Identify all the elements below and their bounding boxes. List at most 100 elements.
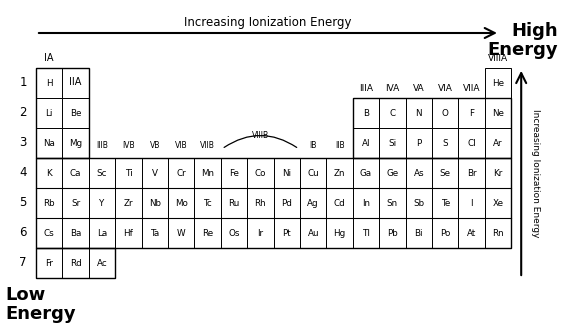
- Text: W: W: [177, 229, 185, 238]
- Text: Mn: Mn: [201, 169, 214, 177]
- Text: Co: Co: [255, 169, 266, 177]
- Text: Au: Au: [308, 229, 319, 238]
- Text: Cl: Cl: [467, 139, 476, 147]
- Bar: [36, 248, 62, 278]
- Text: Cs: Cs: [44, 229, 54, 238]
- Text: Sc: Sc: [97, 169, 108, 177]
- Text: VIA: VIA: [438, 84, 452, 93]
- Bar: [432, 188, 458, 218]
- Text: Ac: Ac: [97, 259, 108, 268]
- Text: Cr: Cr: [176, 169, 186, 177]
- Bar: [458, 188, 485, 218]
- Text: 2: 2: [19, 107, 27, 120]
- Bar: [62, 248, 89, 278]
- Text: VIIIB: VIIIB: [252, 131, 269, 140]
- Text: Rh: Rh: [255, 199, 266, 208]
- Text: IIB: IIB: [335, 141, 344, 150]
- Text: 4: 4: [19, 167, 27, 180]
- Text: Ag: Ag: [307, 199, 319, 208]
- Bar: [353, 98, 379, 128]
- Bar: [62, 98, 89, 128]
- Text: Hf: Hf: [124, 229, 133, 238]
- Text: K: K: [46, 169, 52, 177]
- Text: Cu: Cu: [307, 169, 319, 177]
- Text: Zn: Zn: [334, 169, 345, 177]
- Bar: [485, 68, 511, 98]
- Text: Y: Y: [100, 199, 105, 208]
- Text: Fr: Fr: [45, 259, 53, 268]
- Text: Low
Energy: Low Energy: [5, 286, 76, 323]
- Text: Ta: Ta: [150, 229, 160, 238]
- Bar: [168, 158, 194, 188]
- Text: 5: 5: [19, 197, 27, 210]
- Text: F: F: [469, 109, 474, 117]
- Text: Re: Re: [202, 229, 213, 238]
- Text: Be: Be: [70, 109, 81, 117]
- Bar: [485, 188, 511, 218]
- Text: Pt: Pt: [283, 229, 291, 238]
- Bar: [168, 188, 194, 218]
- Bar: [89, 248, 115, 278]
- Text: Ni: Ni: [283, 169, 291, 177]
- Bar: [379, 218, 406, 248]
- Bar: [142, 158, 168, 188]
- Bar: [353, 128, 379, 158]
- Bar: [485, 218, 511, 248]
- Bar: [36, 158, 62, 188]
- Text: Ba: Ba: [70, 229, 81, 238]
- Bar: [379, 158, 406, 188]
- Text: IA: IA: [45, 53, 54, 63]
- Bar: [300, 188, 327, 218]
- Bar: [247, 158, 273, 188]
- Bar: [194, 188, 221, 218]
- Bar: [221, 218, 247, 248]
- Bar: [273, 188, 300, 218]
- Text: Br: Br: [467, 169, 476, 177]
- Bar: [36, 188, 62, 218]
- Bar: [406, 158, 432, 188]
- Text: VIB: VIB: [175, 141, 188, 150]
- Text: Sn: Sn: [387, 199, 398, 208]
- Text: Kr: Kr: [493, 169, 503, 177]
- Bar: [353, 98, 511, 158]
- Bar: [247, 218, 273, 248]
- Bar: [327, 218, 353, 248]
- Text: Se: Se: [440, 169, 451, 177]
- Text: S: S: [442, 139, 448, 147]
- Text: Xe: Xe: [492, 199, 503, 208]
- Bar: [300, 218, 327, 248]
- Bar: [353, 188, 379, 218]
- Bar: [36, 248, 115, 278]
- Text: Zr: Zr: [124, 199, 133, 208]
- Bar: [406, 218, 432, 248]
- Text: Sr: Sr: [71, 199, 80, 208]
- Bar: [406, 98, 432, 128]
- Text: VB: VB: [150, 141, 160, 150]
- Text: IIA: IIA: [69, 77, 82, 87]
- Text: He: He: [492, 79, 504, 87]
- Text: Rb: Rb: [43, 199, 55, 208]
- Text: Increasing Ionization Energy: Increasing Ionization Energy: [184, 16, 352, 29]
- Text: Ne: Ne: [492, 109, 504, 117]
- Text: O: O: [442, 109, 448, 117]
- Text: Fe: Fe: [229, 169, 239, 177]
- Bar: [89, 188, 115, 218]
- Bar: [89, 218, 115, 248]
- Bar: [458, 158, 485, 188]
- Text: Hg: Hg: [333, 229, 345, 238]
- Bar: [36, 218, 62, 248]
- Text: P: P: [416, 139, 422, 147]
- Text: Increasing Ionization Energy: Increasing Ionization Energy: [531, 109, 540, 237]
- Text: Ti: Ti: [125, 169, 132, 177]
- Bar: [458, 128, 485, 158]
- Text: VIIIA: VIIIA: [488, 54, 508, 63]
- Bar: [115, 188, 142, 218]
- Text: Na: Na: [43, 139, 55, 147]
- Bar: [379, 98, 406, 128]
- Bar: [142, 218, 168, 248]
- Text: N: N: [415, 109, 422, 117]
- Text: At: At: [467, 229, 476, 238]
- Text: Nb: Nb: [149, 199, 161, 208]
- Bar: [485, 158, 511, 188]
- Bar: [485, 128, 511, 158]
